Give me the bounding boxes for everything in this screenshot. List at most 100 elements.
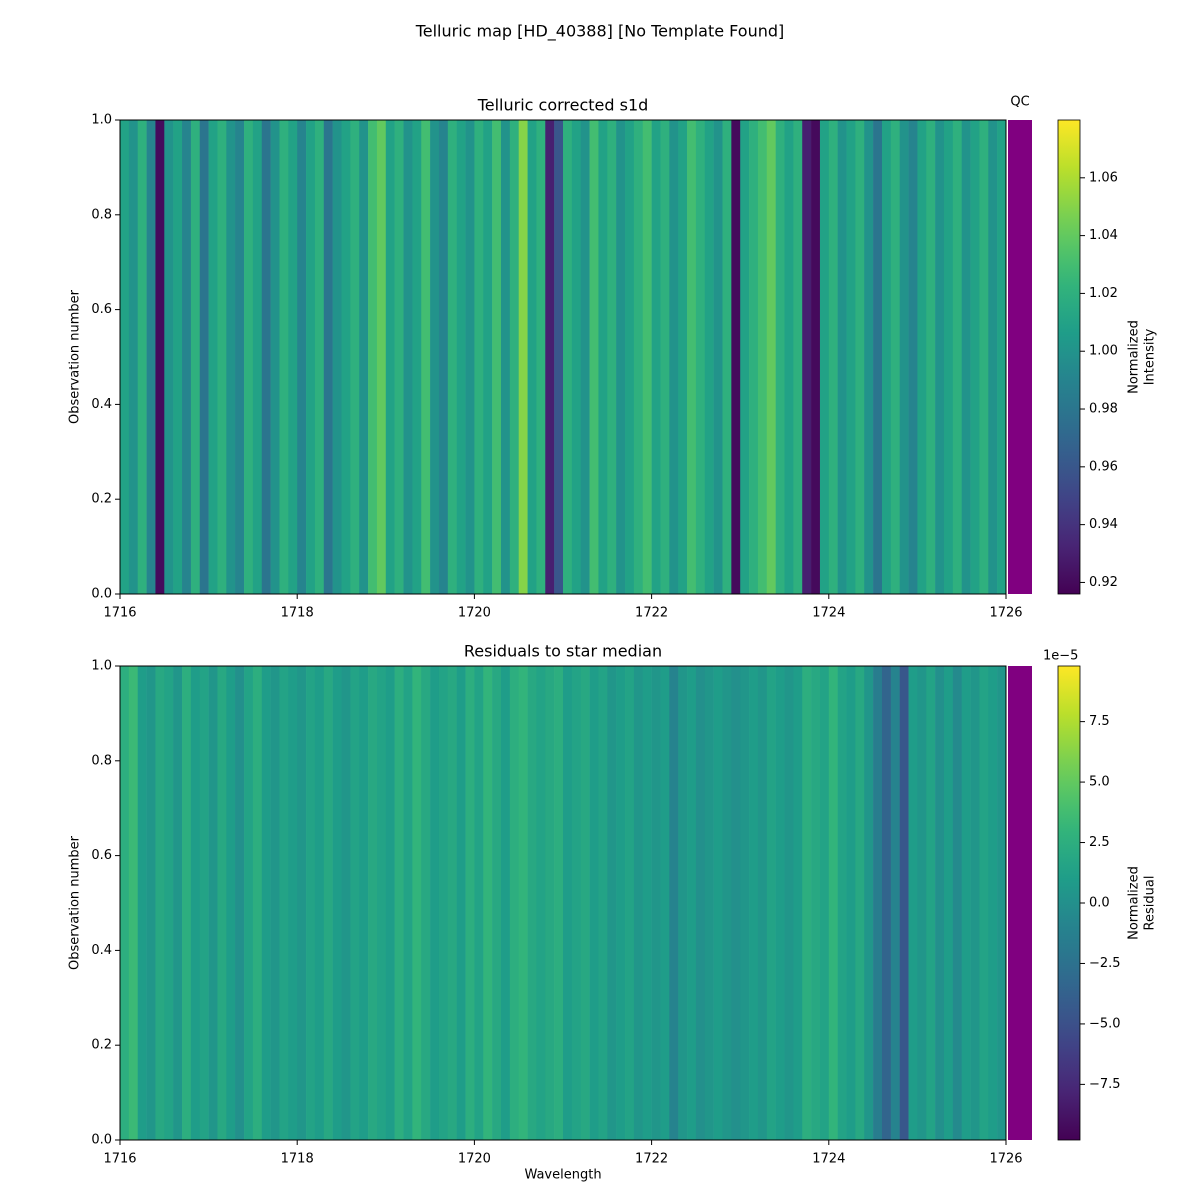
heatmap-stripe xyxy=(633,120,644,594)
heatmap-stripe xyxy=(483,666,493,1140)
heatmap-stripe xyxy=(660,120,670,594)
colorbar-tick-label: 0.98 xyxy=(1089,402,1118,417)
y-tick-label: 1.0 xyxy=(91,113,112,128)
heatmap-stripe xyxy=(917,666,927,1140)
heatmap-stripe xyxy=(465,120,475,594)
heatmap-stripe xyxy=(943,120,954,594)
heatmap-stripe xyxy=(279,120,289,594)
heatmap-stripe xyxy=(740,120,750,594)
heatmap-stripe xyxy=(394,120,404,594)
plot-frame xyxy=(119,119,1007,595)
colorbar-offset: 1e−5 xyxy=(1043,649,1078,664)
heatmap-stripe xyxy=(704,120,714,594)
heatmap-stripe xyxy=(306,120,316,594)
colorbar-label: Normalized xyxy=(1127,866,1142,940)
heatmap-stripe xyxy=(722,120,732,594)
heatmap-stripe xyxy=(341,666,351,1140)
heatmap-stripe xyxy=(766,120,776,594)
heatmap-stripe xyxy=(465,666,475,1140)
heatmap-stripe xyxy=(155,666,165,1140)
heatmap-stripe xyxy=(288,666,298,1140)
heatmap-stripe xyxy=(350,666,360,1140)
heatmap-stripe xyxy=(642,666,652,1140)
y-tick-label: 1.0 xyxy=(91,659,112,674)
heatmap-stripe xyxy=(545,120,555,594)
heatmap-stripe xyxy=(837,666,847,1140)
x-tick-label: 1720 xyxy=(458,1152,491,1167)
x-tick-label: 1716 xyxy=(103,606,136,621)
heatmap-stripe xyxy=(368,666,378,1140)
heatmap-stripe xyxy=(412,666,422,1140)
heatmap-stripe xyxy=(607,120,617,594)
heatmap-stripe xyxy=(695,120,706,594)
heatmap-stripe xyxy=(164,666,174,1140)
heatmap-stripe xyxy=(500,120,511,594)
heatmap-stripe xyxy=(943,666,954,1140)
heatmap-stripe xyxy=(430,120,440,594)
y-tick-label: 0.0 xyxy=(91,587,112,602)
heatmap-stripe xyxy=(456,666,466,1140)
heatmap-stripe xyxy=(359,666,369,1140)
heatmap-stripe xyxy=(385,666,395,1140)
heatmap-stripe xyxy=(226,666,236,1140)
heatmap-stripe xyxy=(881,120,892,594)
heatmap-stripe xyxy=(270,666,280,1140)
heatmap-stripe xyxy=(722,666,732,1140)
heatmap-stripe xyxy=(819,120,830,594)
heatmap-stripe xyxy=(873,120,883,594)
qc-bar xyxy=(1008,666,1032,1140)
heatmap-stripe xyxy=(997,120,1007,594)
heatmap-stripe xyxy=(793,666,803,1140)
heatmap-stripe xyxy=(731,666,741,1140)
colorbar-label: Intensity xyxy=(1143,328,1158,385)
heatmap-stripe xyxy=(527,666,537,1140)
x-tick-label: 1722 xyxy=(635,1152,668,1167)
heatmap-stripe xyxy=(802,666,812,1140)
heatmap-stripe xyxy=(571,120,582,594)
heatmap-stripe xyxy=(252,666,263,1140)
heatmap-stripe xyxy=(970,666,980,1140)
heatmap-stripe xyxy=(988,666,998,1140)
heatmap-stripe xyxy=(625,120,635,594)
heatmap-stripe xyxy=(483,120,493,594)
heatmap-stripe xyxy=(261,120,271,594)
heatmap-stripe xyxy=(438,666,449,1140)
heatmap-stripe xyxy=(908,666,918,1140)
heatmap-stripe xyxy=(332,120,342,594)
heatmap-stripe xyxy=(811,120,821,594)
heatmap-stripe xyxy=(217,666,227,1140)
heatmap-stripe xyxy=(687,120,697,594)
heatmap-stripe xyxy=(155,120,165,594)
y-tick-label: 0.6 xyxy=(91,848,112,863)
colorbar xyxy=(1057,665,1081,1141)
heatmap-stripe xyxy=(607,666,617,1140)
heatmap-stripe xyxy=(554,666,564,1140)
colorbar-label: Normalized xyxy=(1127,320,1142,394)
figure-title: Telluric map [HD_40388] [No Template Fou… xyxy=(415,22,785,42)
heatmap-stripe xyxy=(997,666,1007,1140)
heatmap-stripe xyxy=(704,666,714,1140)
heatmap-stripe xyxy=(554,120,564,594)
heatmap-stripe xyxy=(819,666,830,1140)
heatmap-stripe xyxy=(403,666,413,1140)
heatmap-stripe xyxy=(306,666,316,1140)
heatmap-stripe xyxy=(651,666,661,1140)
heatmap-stripe xyxy=(500,666,511,1140)
heatmap-stripe xyxy=(571,666,582,1140)
colorbar-tick-label: 1.04 xyxy=(1089,228,1118,243)
heatmap-stripe xyxy=(563,666,573,1140)
colorbar-label: Residual xyxy=(1143,876,1158,931)
heatmap-stripe xyxy=(952,120,962,594)
heatmap-stripe xyxy=(235,120,245,594)
heatmap-stripe xyxy=(580,666,590,1140)
colorbar-tick-label: 0.96 xyxy=(1089,459,1118,474)
heatmap-stripe xyxy=(669,120,679,594)
heatmap-stripe xyxy=(988,120,998,594)
y-tick-label: 0.8 xyxy=(91,753,112,768)
heatmap-stripe xyxy=(279,666,289,1140)
heatmap-stripe xyxy=(775,666,785,1140)
heatmap-stripe xyxy=(173,120,183,594)
heatmap-stripe xyxy=(492,666,502,1140)
heatmap-stripe xyxy=(846,120,856,594)
heatmap-stripe xyxy=(297,120,307,594)
